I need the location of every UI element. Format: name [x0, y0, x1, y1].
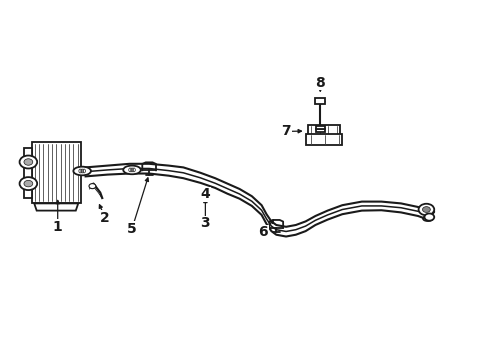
- Circle shape: [24, 159, 33, 165]
- Text: 8: 8: [315, 76, 325, 90]
- Text: 7: 7: [281, 125, 290, 138]
- Polygon shape: [34, 203, 78, 211]
- Circle shape: [20, 177, 37, 190]
- Ellipse shape: [123, 166, 141, 174]
- Bar: [315, 98, 325, 104]
- Circle shape: [418, 204, 433, 215]
- Text: 1: 1: [53, 220, 62, 234]
- Bar: [315, 126, 324, 129]
- Text: 3: 3: [200, 216, 210, 230]
- Bar: [32, 142, 81, 203]
- Bar: [315, 129, 324, 132]
- Text: 4: 4: [200, 188, 210, 201]
- Circle shape: [20, 156, 37, 168]
- Bar: [307, 125, 339, 135]
- Text: 6: 6: [258, 225, 267, 239]
- Ellipse shape: [73, 167, 91, 175]
- Circle shape: [424, 213, 433, 221]
- Circle shape: [24, 180, 33, 187]
- Text: 5: 5: [127, 222, 137, 235]
- Circle shape: [89, 184, 96, 189]
- Bar: [305, 134, 342, 145]
- Ellipse shape: [421, 209, 433, 215]
- Text: 2: 2: [100, 211, 110, 225]
- Circle shape: [422, 207, 429, 212]
- Ellipse shape: [422, 216, 432, 221]
- Bar: [24, 148, 32, 198]
